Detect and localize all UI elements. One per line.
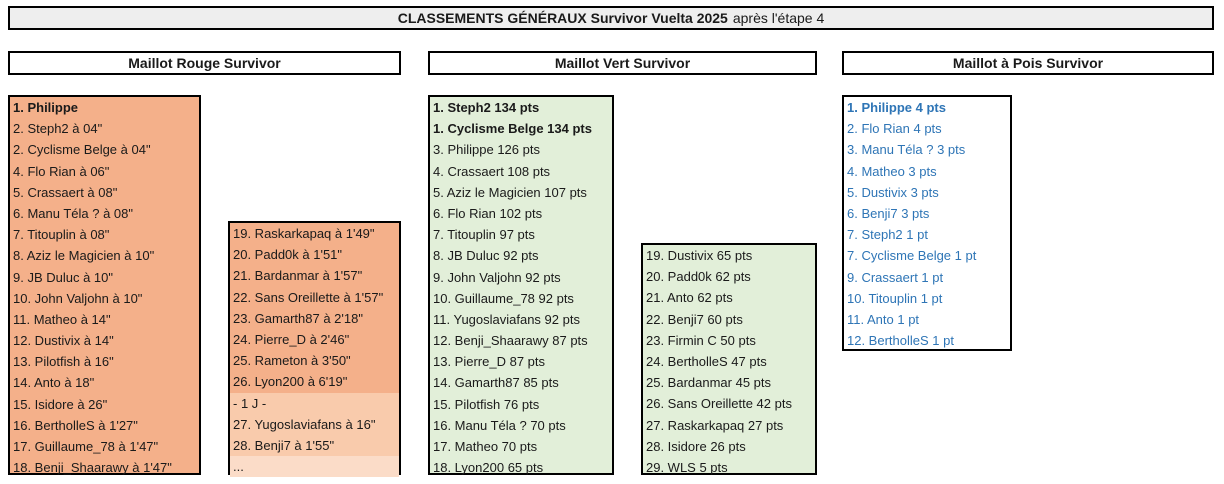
list-item: 1. Philippe 4 pts	[847, 100, 946, 115]
list-item: 21. Anto 62 pts	[646, 290, 733, 306]
list-item: 28. Isidore 26 pts	[646, 438, 746, 454]
list-item: 11. Anto 1 pt	[847, 311, 920, 327]
list-item: 13. Pilotfish à 16"	[13, 354, 114, 370]
list-item: 10. Guillaume_78 92 pts	[433, 290, 574, 306]
list-item: 9. Crassaert 1 pt	[847, 269, 944, 285]
list-item: 10. Titouplin 1 pt	[847, 290, 943, 306]
header-maillot-vert: Maillot Vert Survivor	[428, 51, 817, 75]
list-item: 7. Titouplin 97 pts	[433, 227, 535, 243]
list-item: 16. BertholleS à 1'27"	[13, 417, 138, 433]
list-item: 23. Gamarth87 à 2'18"	[233, 310, 363, 326]
list-item: 23. Firmin C 50 pts	[646, 332, 756, 348]
list-item: 2. Cyclisme Belge à 04"	[13, 142, 151, 158]
list-item: 11. Matheo à 14"	[13, 311, 111, 327]
list-item: 15. Isidore à 26"	[13, 396, 108, 412]
list-item: 17. Matheo 70 pts	[433, 439, 538, 454]
list-item: 4. Flo Rian à 06"	[13, 163, 110, 179]
title-main: CLASSEMENTS GÉNÉRAUX Survivor Vuelta 202…	[397, 10, 728, 26]
list-item: 8. JB Duluc 92 pts	[433, 248, 539, 264]
list-item: 11. Yugoslaviafans 92 pts	[433, 311, 580, 327]
list-item: 24. BertholleS 47 pts	[646, 353, 767, 369]
vert-list-2: 19. Dustivix 65 pts 20. Padd0k 62 pts 21…	[641, 243, 817, 475]
list-item: 29. WLS 5 pts	[646, 459, 728, 475]
list-item: 10. John Valjohn à 10"	[13, 290, 143, 306]
list-item: 15. Pilotfish 76 pts	[433, 396, 540, 412]
list-item: 8. Aziz le Magicien à 10"	[13, 248, 155, 264]
header-maillot-rouge: Maillot Rouge Survivor	[8, 51, 401, 75]
list-item: 5. Dustivix 3 pts	[847, 184, 939, 200]
rouge-list-1: 1. Philippe 2. Steph2 à 04" 2. Cyclisme …	[8, 95, 201, 475]
list-item: 12. BertholleS 1 pt	[847, 333, 954, 349]
list-item: 21. Bardanmar à 1'57"	[233, 268, 363, 284]
list-item: 6. Benji7 3 pts	[847, 205, 930, 221]
list-item: 12. Dustivix à 14"	[13, 333, 114, 349]
list-item: 19. Dustivix 65 pts	[646, 248, 753, 263]
list-item: 20. Padd0k à 1'51"	[233, 247, 343, 263]
list-item: 22. Benji7 60 pts	[646, 311, 743, 327]
list-item: 7. Steph2 1 pt	[847, 227, 928, 243]
list-item: 13. Pierre_D 87 pts	[433, 354, 546, 370]
title-suffix: après l'étape 4	[732, 10, 825, 26]
pois-list: 1. Philippe 4 pts 2. Flo Rian 4 pts 3. M…	[842, 95, 1012, 351]
rouge-list-2: 19. Raskarkapaq à 1'49" 20. Padd0k à 1'5…	[228, 221, 401, 477]
list-item: 25. Bardanmar 45 pts	[646, 375, 772, 391]
list-item: 6. Manu Téla ? à 08"	[13, 205, 134, 221]
list-item: 6. Flo Rian 102 pts	[433, 205, 543, 221]
list-item: 12. Benji_Shaarawy 87 pts	[433, 333, 588, 349]
list-item: 24. Pierre_D à 2'46"	[233, 331, 350, 347]
list-item: 18. Benji_Shaarawy à 1'47"	[13, 460, 172, 476]
list-item: 4. Matheo 3 pts	[847, 163, 937, 179]
rouge-list-2-main: 19. Raskarkapaq à 1'49" 20. Padd0k à 1'5…	[230, 223, 399, 393]
list-item: 1. Philippe	[13, 100, 79, 115]
list-item: 14. Anto à 18"	[13, 375, 95, 391]
list-item: 26. Lyon200 à 6'19"	[233, 374, 348, 390]
list-item: 5. Crassaert à 08"	[13, 184, 118, 200]
list-item: 25. Rameton à 3'50"	[233, 353, 351, 369]
list-item: ...	[233, 459, 244, 474]
list-item: 3. Philippe 126 pts	[433, 142, 540, 158]
rouge-list-2-extra: - 1 J - 27. Yugoslaviafans à 16" 28. Ben…	[230, 393, 399, 456]
list-item: 4. Crassaert 108 pts	[433, 163, 551, 179]
list-item: 14. Gamarth87 85 pts	[433, 375, 559, 391]
list-item: 27. Raskarkapaq 27 pts	[646, 417, 784, 433]
list-item: 1. Cyclisme Belge 134 pts	[433, 121, 592, 137]
list-item: 18. Lyon200 65 pts	[433, 460, 544, 476]
header-maillot-pois: Maillot à Pois Survivor	[842, 51, 1214, 75]
list-item: 17. Guillaume_78 à 1'47"	[13, 439, 159, 454]
list-item: 9. JB Duluc à 10"	[13, 269, 114, 285]
list-item: - 1 J -	[233, 396, 267, 411]
list-item: 2. Steph2 à 04"	[13, 121, 103, 137]
list-item: 5. Aziz le Magicien 107 pts	[433, 184, 587, 200]
vert-list-1: 1. Steph2 134 pts 1. Cyclisme Belge 134 …	[428, 95, 614, 475]
list-item: 1. Steph2 134 pts	[433, 100, 540, 115]
rouge-list-2-more: ...	[230, 456, 399, 477]
list-item: 16. Manu Téla ? 70 pts	[433, 417, 566, 433]
list-item: 7. Titouplin à 08"	[13, 227, 110, 243]
list-item: 3. Manu Téla ? 3 pts	[847, 142, 966, 158]
list-item: 20. Padd0k 62 pts	[646, 269, 751, 285]
list-item: 2. Flo Rian 4 pts	[847, 121, 942, 137]
list-item: 28. Benji7 à 1'55"	[233, 438, 335, 454]
list-item: 22. Sans Oreillette à 1'57"	[233, 289, 384, 305]
list-item: 19. Raskarkapaq à 1'49"	[233, 226, 375, 241]
page-title: CLASSEMENTS GÉNÉRAUX Survivor Vuelta 202…	[8, 6, 1214, 30]
list-item: 27. Yugoslaviafans à 16"	[233, 417, 376, 433]
list-item: 26. Sans Oreillette 42 pts	[646, 396, 792, 412]
list-item: 9. John Valjohn 92 pts	[433, 269, 561, 285]
list-item: 7. Cyclisme Belge 1 pt	[847, 248, 977, 264]
